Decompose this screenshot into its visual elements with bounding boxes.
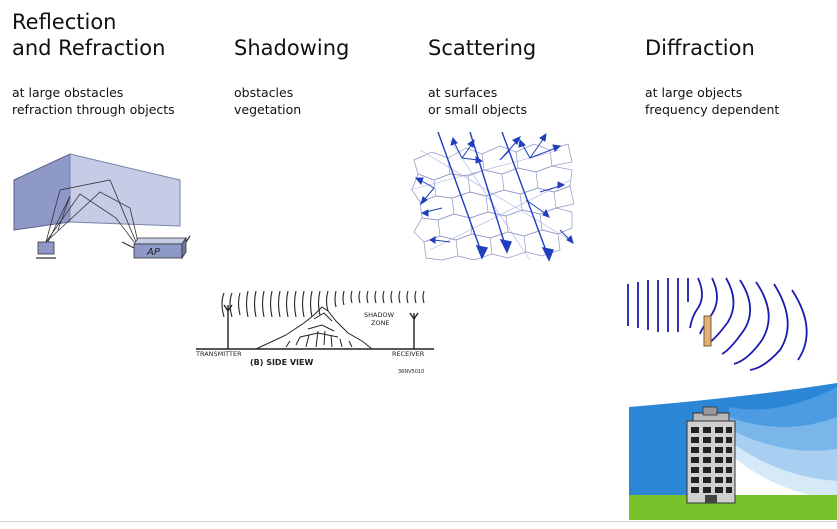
diffraction-building-figure [629, 377, 837, 520]
section-reflection: Reflection and Refraction at large obsta… [12, 9, 175, 118]
section-title: Reflection and Refraction [12, 10, 166, 60]
diffraction-waves-figure [627, 277, 808, 371]
bottom-divider [0, 521, 837, 522]
side-view-caption: (B) SIDE VIEW [250, 358, 313, 367]
shadow-zone-label-2: ZONE [371, 319, 390, 327]
section-description: at surfaces or small objects [428, 85, 528, 117]
back-wall [69, 153, 181, 227]
section-description: at large obstacles refraction through ob… [12, 85, 175, 117]
laptop-icon [36, 241, 56, 259]
section-shadowing: Shadowing obstacles vegetation [234, 35, 349, 118]
building-icon [686, 406, 736, 504]
transmitter-antenna [223, 304, 233, 349]
section-title: Shadowing [234, 36, 350, 60]
scatter-arrows [414, 132, 574, 244]
section-title: Diffraction [645, 36, 755, 60]
transmitter-label: TRANSMITTER [195, 350, 242, 358]
reflection-rays [45, 179, 139, 243]
receiver-antenna [409, 312, 419, 349]
mountain [255, 306, 373, 350]
section-title: Scattering [428, 36, 537, 60]
receiver-label: RECEIVER [392, 350, 425, 358]
wavefronts [627, 277, 808, 371]
section-description: obstacles vegetation [234, 85, 302, 117]
diffraction-obstacle [703, 315, 712, 347]
shadow-zone-label-1: SHADOW [364, 311, 395, 319]
scatter-paths [409, 139, 571, 261]
diffraction-shadow-bands [729, 387, 837, 499]
sky-upper-white [629, 377, 837, 407]
scattering-figure [409, 131, 575, 262]
figure-code: 36NV5010 [398, 369, 424, 375]
incoming-waves [221, 290, 425, 318]
section-scattering: Scattering at surfaces or small objects [428, 35, 536, 118]
section-description: at large objects frequency dependent [645, 85, 780, 117]
scatter-mesh [411, 143, 575, 261]
shadowing-figure: SHADOW ZONE TRANSMITTER RECEIVER (B) SID… [195, 290, 434, 375]
section-diffraction: Diffraction at large objects frequency d… [645, 35, 779, 118]
reflection-figure: AP [13, 153, 191, 260]
access-point-icon: AP [121, 235, 191, 260]
ap-label: AP [146, 247, 161, 258]
incident-rays [437, 131, 554, 262]
